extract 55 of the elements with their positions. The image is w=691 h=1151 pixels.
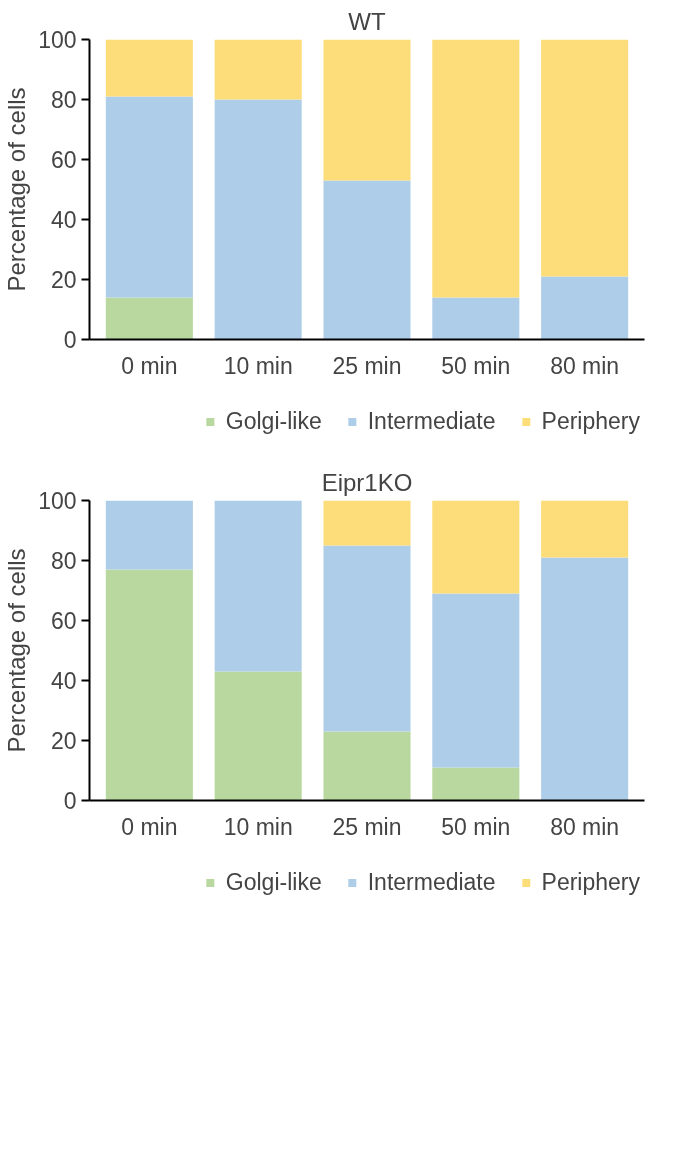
x-tick-label: 0 min (121, 352, 178, 379)
x-tick-label: 10 min (223, 352, 293, 379)
legend-label: Golgi-like (225, 407, 322, 435)
bar (214, 671, 302, 801)
x-tick-label: 25 min (332, 352, 402, 379)
bar (105, 569, 193, 801)
x-tick-label: 50 min (441, 813, 511, 840)
y-tick-label: 100 (38, 27, 77, 53)
bar (323, 545, 411, 732)
bar (214, 500, 302, 672)
bar (214, 99, 302, 340)
legend-label: Periphery (541, 407, 640, 435)
x-tick-label: 50 min (441, 352, 511, 379)
chart-title: Eipr1KO (321, 468, 413, 496)
bar (214, 39, 302, 100)
legend-label: Golgi-like (225, 868, 322, 896)
bar (105, 500, 193, 570)
legend-label: Intermediate (367, 868, 496, 896)
x-tick-label: 80 min (550, 813, 620, 840)
bar (541, 557, 629, 801)
y-tick-label: 60 (50, 608, 77, 634)
bar (432, 500, 520, 594)
y-tick-label: 60 (50, 147, 77, 173)
y-tick-label: 80 (50, 548, 77, 574)
y-tick-label: 0 (63, 327, 77, 353)
y-tick-label: 40 (50, 207, 77, 233)
bar (432, 767, 520, 801)
x-tick-label: 10 min (223, 813, 293, 840)
y-tick-label: 0 (63, 788, 77, 814)
bar (323, 500, 411, 546)
y-tick-label: 80 (50, 87, 77, 113)
bar (105, 297, 193, 340)
bar (541, 39, 629, 277)
x-tick-label: 80 min (550, 352, 620, 379)
bar (323, 731, 411, 801)
x-tick-label: 25 min (332, 813, 402, 840)
y-tick-label: 100 (38, 488, 77, 514)
y-tick-label: 20 (50, 728, 77, 754)
chart-title: WT (348, 7, 386, 35)
x-tick-label: 0 min (121, 813, 178, 840)
bar (432, 297, 520, 340)
legend-label: Intermediate (367, 407, 496, 435)
bar (541, 500, 629, 558)
bar (105, 96, 193, 298)
bar (541, 276, 629, 340)
bar (323, 180, 411, 340)
bar (105, 39, 193, 97)
y-tick-label: 40 (50, 668, 77, 694)
y-axis-title: Percentage of cells (3, 548, 31, 753)
y-tick-label: 20 (50, 267, 77, 293)
bar (432, 593, 520, 768)
legend-label: Periphery (541, 868, 640, 896)
y-axis-title: Percentage of cells (3, 87, 31, 292)
bar (432, 39, 520, 298)
bar (323, 39, 411, 181)
